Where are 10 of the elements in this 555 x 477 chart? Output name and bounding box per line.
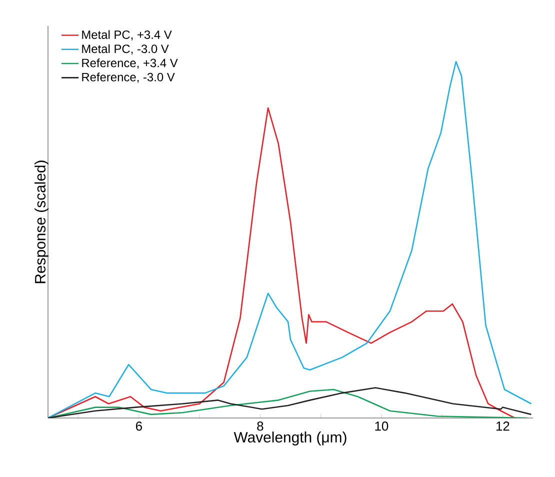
legend-label: Metal PC, -3.0 V bbox=[82, 44, 169, 55]
legend-label: Reference, -3.0 V bbox=[82, 72, 175, 83]
x-axis-title: Wavelength (μm) bbox=[234, 432, 346, 446]
x-tick-label: 6 bbox=[136, 422, 142, 431]
legend-label: Metal PC, +3.4 V bbox=[82, 30, 172, 40]
y-axis-title: Response (scaled) bbox=[34, 160, 48, 284]
legend-label: Reference, +3.4 V bbox=[82, 58, 178, 69]
x-tick-label: 8 bbox=[257, 422, 264, 431]
x-tick-label: 10 bbox=[375, 422, 388, 431]
x-tick-label: 12 bbox=[496, 422, 510, 431]
